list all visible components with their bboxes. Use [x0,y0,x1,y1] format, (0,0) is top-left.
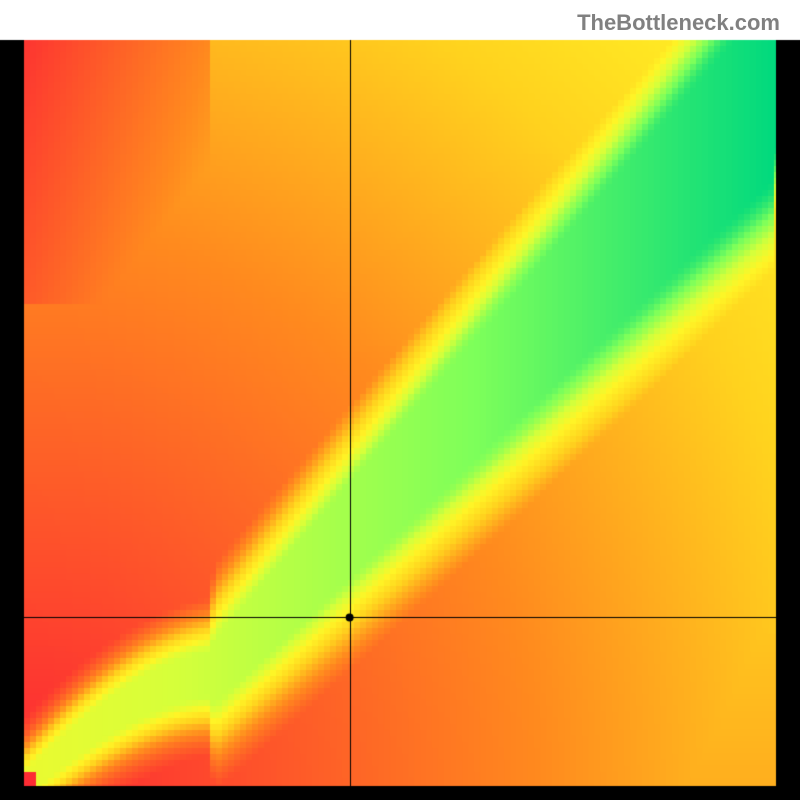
bottleneck-heatmap [0,0,800,800]
chart-container: TheBottleneck.com [0,0,800,800]
source-label: TheBottleneck.com [577,10,780,36]
